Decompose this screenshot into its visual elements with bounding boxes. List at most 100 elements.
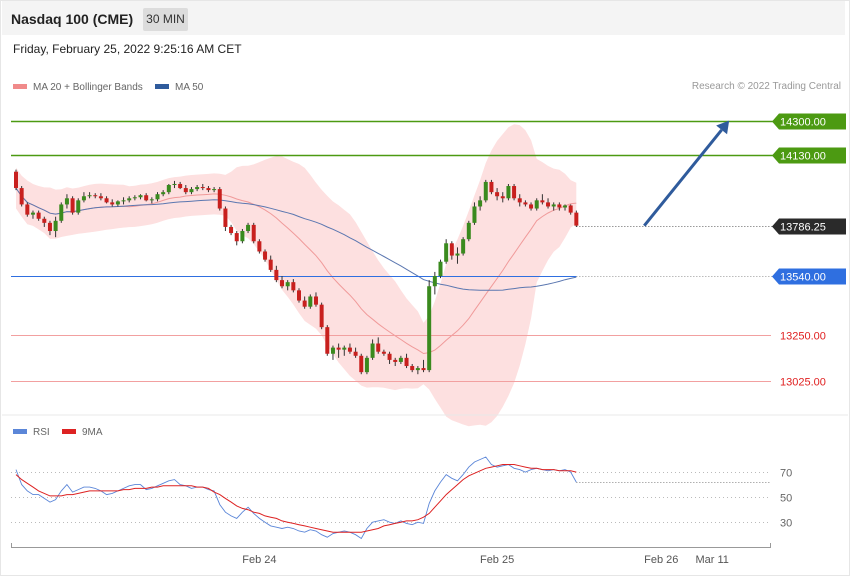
candle-body — [189, 189, 194, 193]
bollinger-band — [16, 124, 577, 427]
candle-body — [421, 368, 426, 371]
candle-body — [36, 212, 41, 219]
candle-body — [138, 195, 143, 198]
candle-body — [393, 359, 398, 362]
candle-body — [330, 347, 335, 354]
candle-body — [93, 195, 98, 197]
level-tag — [772, 147, 846, 164]
candle-body — [478, 200, 483, 207]
ma50-line — [15, 187, 577, 291]
level-label: 14300.00 — [780, 117, 826, 129]
candle-body — [268, 259, 273, 270]
candle-body — [523, 202, 528, 205]
price-plot: 14300.00 14130.00 13786.25 13540.00 13250.00… — [11, 113, 846, 427]
candle-body — [280, 280, 285, 287]
legend-label-9ma: 9MA — [82, 427, 103, 438]
candle-body — [115, 201, 120, 205]
level-label: 13250.00 — [780, 331, 826, 343]
candle-body — [489, 181, 494, 193]
candle-body — [574, 212, 579, 226]
instrument-title: Nasdaq 100 (CME) — [11, 11, 134, 27]
candle-body — [98, 196, 103, 199]
rsi-plot: 30 50 70 — [11, 456, 792, 540]
candle-body — [246, 224, 251, 232]
candle-body — [342, 347, 347, 350]
candle-body — [263, 251, 268, 260]
candle-body — [166, 185, 171, 193]
chart-datetime: Friday, February 25, 2022 9:25:16 AM CET — [13, 42, 242, 56]
candle-body — [563, 205, 568, 208]
legend-swatch-9ma — [62, 429, 76, 434]
credit-text: Research © 2022 Trading Central — [691, 81, 841, 92]
candle-body — [302, 300, 307, 307]
candle-body — [347, 347, 352, 352]
candle-body — [398, 357, 403, 362]
candle-body — [449, 243, 454, 256]
candle-body — [155, 194, 160, 200]
candle-body — [229, 226, 234, 234]
legend-swatch-ma20 — [13, 84, 27, 89]
timeframe-button[interactable]: 30 MIN — [143, 8, 188, 31]
candle-body — [495, 192, 500, 197]
level-tag — [772, 218, 846, 235]
candle-body — [19, 188, 24, 205]
candle-body — [381, 351, 386, 354]
candle-body — [285, 282, 290, 287]
candle-body — [483, 181, 488, 201]
level-label: 13025.00 — [780, 377, 826, 389]
candle-body — [257, 241, 262, 252]
candle-body — [370, 343, 375, 358]
x-tick-label: Feb 25 — [480, 554, 514, 566]
candle-body — [53, 220, 58, 232]
candle-body — [59, 204, 64, 221]
legend-swatch-rsi — [13, 429, 27, 434]
candle-body — [438, 261, 443, 277]
candle-body — [297, 290, 301, 301]
x-tick-label: Mar 11 — [695, 554, 728, 566]
candle-body — [251, 224, 256, 242]
candle-body — [313, 296, 318, 305]
legend-label-rsi: RSI — [33, 427, 50, 438]
candle-body — [206, 188, 211, 191]
candle-body — [64, 198, 69, 205]
candle-body — [217, 189, 222, 209]
candle-body — [319, 304, 324, 328]
candle-body — [240, 231, 245, 242]
candle-body — [47, 222, 52, 232]
candle-body — [336, 347, 341, 350]
candle-body — [517, 198, 522, 203]
candle-body — [87, 195, 92, 197]
level-tag — [772, 268, 846, 285]
candle-body — [506, 186, 511, 199]
candle-body — [500, 196, 505, 199]
candle-body — [325, 327, 330, 354]
candle-body — [359, 355, 364, 373]
candle-body — [466, 222, 471, 240]
candle-body — [540, 200, 545, 203]
level-label: 13540.00 — [780, 272, 826, 284]
projection-arrow-shaft — [643, 128, 723, 227]
legend-label-ma50: MA 50 — [175, 82, 204, 93]
candle-body — [387, 353, 392, 360]
rsi-legend: RSI 9MA — [13, 427, 103, 438]
rsi-tick-label: 30 — [780, 518, 792, 530]
candle-body — [551, 204, 556, 207]
candle-body — [195, 187, 200, 190]
candle-body — [172, 183, 177, 185]
candle-body — [14, 171, 18, 189]
candle-body — [127, 198, 132, 201]
candle-body — [568, 205, 573, 213]
candle-body — [274, 269, 279, 281]
candle-body — [223, 208, 228, 227]
candle-body — [353, 351, 358, 356]
candle-body — [432, 276, 437, 287]
candle-body — [427, 286, 432, 371]
candle-body — [132, 197, 137, 199]
candle-body — [529, 204, 534, 209]
candle-body — [104, 198, 109, 203]
candle-body — [161, 192, 166, 195]
x-axis: Feb 24 Feb 25 Feb 26 Mar 11 — [11, 543, 771, 566]
projection-arrow-head — [716, 120, 730, 135]
candle-body — [455, 253, 460, 256]
